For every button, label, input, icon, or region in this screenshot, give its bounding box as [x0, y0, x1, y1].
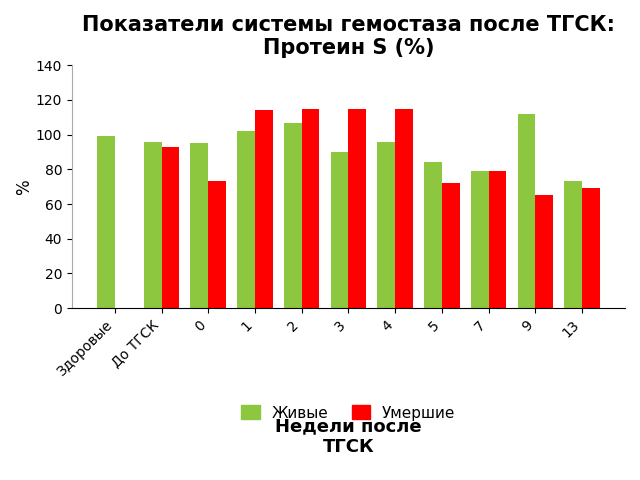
- Bar: [582, 189, 600, 308]
- Bar: [442, 183, 460, 308]
- Text: Недели после
ТГСК: Недели после ТГСК: [275, 418, 422, 456]
- Title: Показатели системы гемостаза после ТГСК:
Протеин S (%): Показатели системы гемостаза после ТГСК:…: [82, 15, 615, 58]
- Bar: [518, 114, 536, 308]
- Bar: [395, 108, 413, 308]
- Bar: [378, 142, 395, 308]
- Bar: [191, 144, 208, 308]
- Bar: [97, 136, 115, 308]
- Bar: [284, 122, 301, 308]
- Y-axis label: %: %: [15, 179, 33, 194]
- Bar: [471, 171, 488, 308]
- Bar: [488, 171, 506, 308]
- Bar: [161, 147, 179, 308]
- Bar: [424, 162, 442, 308]
- Legend: Живые, Умершие: Живые, Умершие: [236, 399, 461, 427]
- Bar: [208, 181, 226, 308]
- Bar: [536, 195, 553, 308]
- Bar: [564, 181, 582, 308]
- Bar: [255, 110, 273, 308]
- Bar: [331, 152, 348, 308]
- Bar: [144, 142, 161, 308]
- Bar: [348, 108, 366, 308]
- Bar: [237, 131, 255, 308]
- Bar: [301, 108, 319, 308]
